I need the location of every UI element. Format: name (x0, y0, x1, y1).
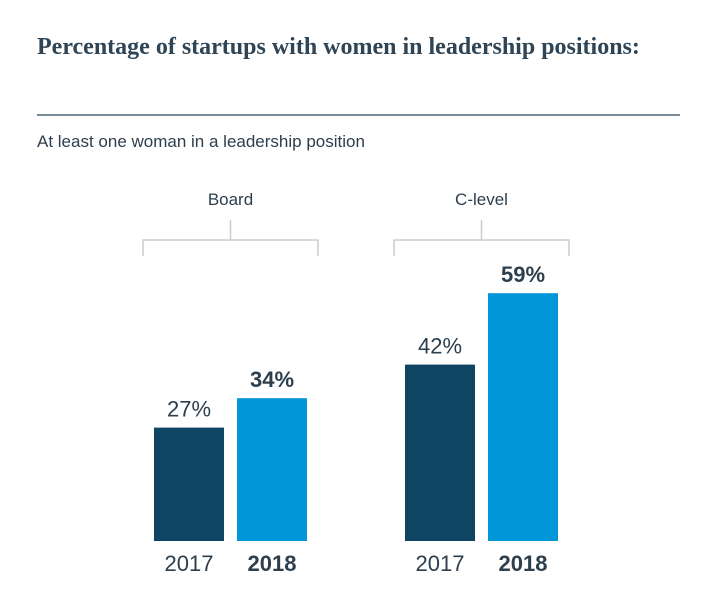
bar-c-level-2018 (488, 293, 558, 541)
bar-board-2017 (154, 427, 224, 541)
data-label-board-2018: 34% (250, 367, 294, 392)
tick-label-board-2018: 2018 (248, 551, 297, 576)
data-label-board-2017: 27% (167, 397, 211, 422)
chart-subtitle: At least one woman in a leadership posit… (37, 132, 365, 151)
bar-board-2018 (237, 398, 307, 541)
tick-label-board-2017: 2017 (165, 551, 214, 576)
title-divider (37, 114, 680, 116)
bar-c-level-2017 (405, 364, 475, 541)
group-bracket-c-level (393, 220, 570, 256)
group-label-c-level: C-level (455, 190, 508, 209)
tick-label-c-level-2017: 2017 (416, 551, 465, 576)
data-label-c-level-2017: 42% (418, 334, 462, 359)
tick-label-c-level-2018: 2018 (499, 551, 548, 576)
group-bracket-board (142, 220, 319, 256)
data-label-c-level-2018: 59% (501, 262, 545, 287)
chart-title: Percentage of startups with women in lea… (37, 34, 640, 60)
group-label-board: Board (208, 190, 253, 209)
